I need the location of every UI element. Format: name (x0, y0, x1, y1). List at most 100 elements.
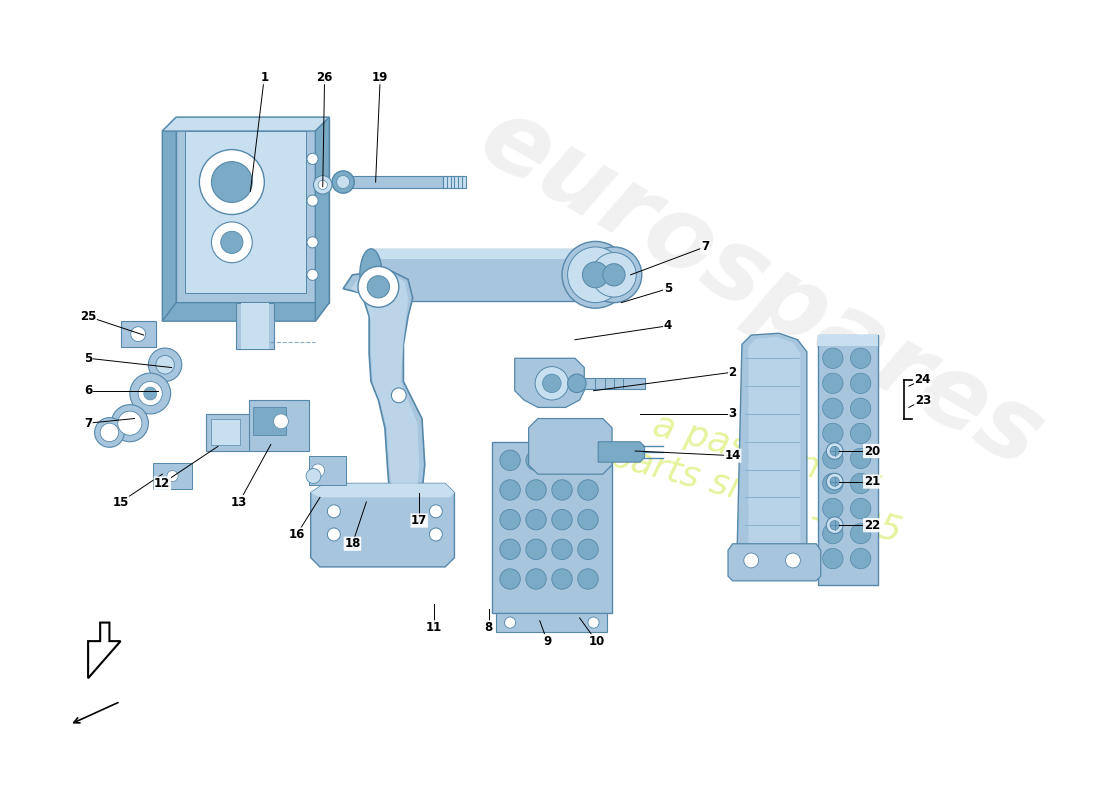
Circle shape (535, 366, 569, 400)
Circle shape (526, 510, 547, 530)
Circle shape (582, 262, 608, 288)
Polygon shape (163, 117, 176, 321)
Circle shape (130, 373, 170, 414)
Circle shape (100, 423, 119, 442)
Text: 25: 25 (80, 310, 97, 323)
Circle shape (111, 405, 148, 442)
Circle shape (578, 569, 598, 589)
Bar (443, 177, 465, 188)
Circle shape (823, 448, 843, 469)
Circle shape (332, 171, 354, 193)
Circle shape (221, 231, 243, 254)
Text: 21: 21 (864, 475, 880, 488)
Text: 22: 22 (864, 518, 880, 532)
Circle shape (568, 247, 624, 302)
Text: 23: 23 (915, 394, 931, 406)
Circle shape (144, 387, 156, 400)
Circle shape (139, 382, 163, 406)
Circle shape (505, 617, 516, 628)
Circle shape (148, 348, 182, 382)
Circle shape (118, 411, 142, 435)
Circle shape (850, 448, 871, 469)
Text: 5: 5 (663, 282, 672, 295)
Polygon shape (310, 483, 454, 498)
Bar (186, 131, 306, 294)
Circle shape (429, 505, 442, 518)
Text: 5: 5 (84, 352, 92, 365)
Circle shape (199, 150, 264, 214)
Text: 11: 11 (426, 621, 442, 634)
Circle shape (568, 374, 586, 393)
Circle shape (526, 569, 547, 589)
Circle shape (823, 548, 843, 569)
Bar (206, 414, 249, 451)
Circle shape (826, 517, 843, 534)
Circle shape (499, 480, 520, 500)
Circle shape (328, 505, 340, 518)
Circle shape (211, 162, 252, 202)
Polygon shape (241, 302, 270, 349)
Circle shape (823, 523, 843, 544)
Circle shape (578, 480, 598, 500)
Circle shape (603, 264, 625, 286)
Circle shape (578, 510, 598, 530)
Text: 10: 10 (588, 634, 605, 648)
Circle shape (830, 446, 839, 456)
Bar (818, 335, 878, 586)
Circle shape (499, 450, 520, 470)
Circle shape (586, 247, 641, 302)
Circle shape (314, 175, 332, 194)
Bar (309, 456, 345, 486)
Bar (253, 407, 286, 435)
Circle shape (211, 222, 252, 262)
Polygon shape (351, 273, 419, 498)
Bar (210, 418, 240, 445)
Circle shape (526, 480, 547, 500)
Text: 3: 3 (728, 407, 737, 421)
Text: eurospares: eurospares (462, 89, 1058, 489)
Text: 1: 1 (261, 70, 268, 84)
Circle shape (850, 523, 871, 544)
Circle shape (850, 348, 871, 369)
Ellipse shape (360, 249, 382, 301)
Circle shape (367, 276, 389, 298)
Circle shape (823, 348, 843, 369)
Bar (492, 442, 612, 614)
Circle shape (823, 398, 843, 418)
Text: 14: 14 (725, 449, 741, 462)
Circle shape (562, 242, 629, 308)
Polygon shape (310, 483, 454, 567)
Circle shape (850, 373, 871, 394)
Polygon shape (176, 117, 329, 302)
Circle shape (850, 474, 871, 494)
Text: 15: 15 (112, 495, 129, 509)
Text: 19: 19 (372, 70, 388, 84)
Circle shape (588, 617, 600, 628)
Text: 9: 9 (543, 634, 551, 648)
Polygon shape (316, 117, 329, 321)
Bar (818, 335, 878, 346)
Circle shape (167, 470, 178, 482)
Text: 12: 12 (154, 477, 170, 490)
Polygon shape (737, 334, 807, 571)
Circle shape (526, 539, 547, 559)
Circle shape (552, 569, 572, 589)
Circle shape (156, 355, 175, 374)
Circle shape (499, 539, 520, 559)
Text: 16: 16 (288, 528, 305, 541)
Polygon shape (529, 418, 612, 474)
Text: 2: 2 (728, 366, 737, 378)
Circle shape (337, 175, 350, 189)
Text: 26: 26 (317, 70, 333, 84)
Circle shape (823, 498, 843, 518)
Polygon shape (236, 302, 274, 349)
Circle shape (552, 450, 572, 470)
Bar (371, 249, 594, 259)
Circle shape (392, 388, 406, 402)
Bar (584, 378, 645, 389)
Polygon shape (88, 622, 121, 678)
Circle shape (552, 480, 572, 500)
Bar (153, 463, 192, 489)
Circle shape (307, 195, 318, 206)
Polygon shape (598, 442, 645, 462)
